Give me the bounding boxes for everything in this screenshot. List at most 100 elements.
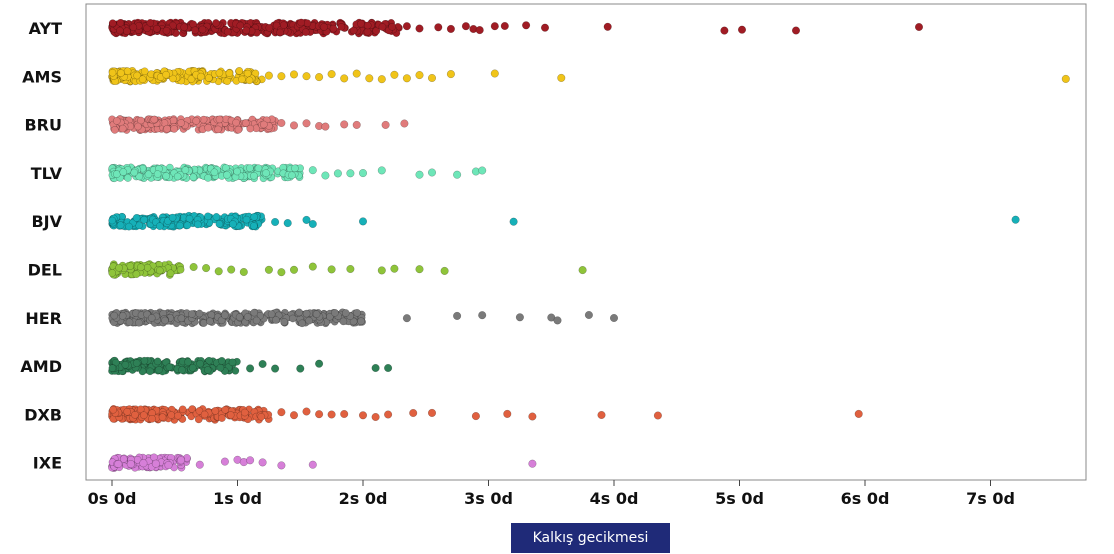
point-amd: [155, 365, 163, 374]
point-tlv: [173, 172, 182, 181]
point-bru: [277, 118, 286, 128]
point-ayt: [475, 26, 484, 35]
point-bjv: [358, 217, 368, 226]
point-tlv: [415, 170, 424, 179]
point-her: [326, 312, 334, 321]
y-tick-label-dxb: DXB: [24, 405, 62, 424]
point-bru: [302, 119, 311, 128]
point-ams: [1061, 74, 1070, 83]
point-ams: [340, 74, 349, 83]
point-ams: [327, 70, 336, 79]
point-her: [280, 318, 289, 326]
point-ixe: [164, 461, 173, 470]
point-dxb: [211, 407, 220, 415]
point-dxb: [195, 407, 204, 415]
point-her: [515, 313, 524, 322]
point-dxb: [221, 405, 230, 414]
point-tlv: [153, 170, 162, 178]
point-dxb: [854, 409, 863, 418]
point-ayt: [223, 27, 232, 36]
point-bru: [241, 119, 250, 127]
point-ayt: [122, 27, 131, 36]
point-ams: [162, 70, 170, 79]
point-ayt: [116, 26, 124, 35]
point-del: [440, 266, 449, 275]
point-her: [312, 310, 321, 318]
point-ams: [235, 67, 244, 75]
point-bjv: [155, 222, 164, 231]
point-ayt: [415, 24, 424, 33]
point-amd: [205, 356, 213, 365]
point-ayt: [116, 18, 125, 27]
y-tick-labels: AYT AMS BRU TLV BJV DEL HER AMD DXB IXE: [20, 19, 62, 473]
point-ixe: [528, 459, 537, 468]
point-ayt: [168, 21, 177, 30]
point-tlv: [210, 168, 219, 177]
point-tlv: [254, 164, 263, 173]
point-del: [390, 264, 399, 273]
point-ayt: [212, 19, 220, 27]
point-amd: [315, 359, 324, 368]
point-tlv: [427, 168, 437, 177]
point-ams: [140, 67, 149, 76]
point-bru: [400, 119, 409, 128]
point-del: [239, 267, 248, 277]
point-bjv: [185, 214, 194, 223]
point-her: [118, 312, 127, 320]
point-ayt: [301, 28, 310, 37]
point-bru: [246, 124, 255, 133]
point-amd: [217, 356, 226, 365]
point-ayt: [236, 21, 245, 30]
point-ixe: [220, 457, 229, 466]
point-bjv: [132, 214, 141, 222]
point-ayt: [162, 26, 171, 35]
point-ayt: [363, 21, 372, 30]
point-del: [277, 268, 286, 277]
point-amd: [165, 363, 174, 371]
point-tlv: [358, 169, 368, 178]
point-tlv: [453, 170, 462, 179]
point-dxb: [158, 413, 167, 422]
point-dxb: [471, 412, 480, 421]
point-ayt: [265, 23, 274, 32]
y-tick-label-ixe: IXE: [33, 454, 62, 473]
point-del: [137, 263, 145, 272]
point-bru: [118, 124, 127, 133]
point-her: [267, 310, 276, 318]
point-bru: [214, 125, 222, 134]
point-del: [346, 264, 355, 274]
point-bru: [134, 122, 142, 131]
plot-area-frame: [85, 3, 1087, 481]
point-her: [252, 316, 261, 325]
point-tlv: [144, 170, 153, 179]
x-tick-label: 3s 0d: [464, 489, 513, 508]
x-tick-label: 4s 0d: [590, 489, 639, 508]
point-amd: [188, 363, 197, 372]
point-ayt: [461, 22, 470, 31]
x-tick-label: 7s 0d: [966, 489, 1015, 508]
point-bru: [137, 116, 145, 125]
point-del: [578, 266, 587, 275]
point-bjv: [204, 212, 212, 221]
point-bjv: [249, 222, 258, 230]
point-bjv: [108, 216, 117, 225]
point-her: [302, 309, 311, 318]
point-ams: [238, 75, 246, 84]
point-ams: [117, 69, 125, 77]
point-ixe: [195, 460, 204, 469]
point-ams: [215, 69, 224, 77]
point-ams: [390, 70, 399, 79]
point-ayt: [297, 18, 306, 27]
x-tick-label: 2s 0d: [339, 489, 388, 508]
point-del: [108, 269, 117, 277]
point-amd: [121, 360, 130, 369]
point-ayt: [446, 24, 455, 33]
point-her: [288, 314, 297, 323]
point-bjv: [212, 213, 221, 221]
point-bjv: [283, 219, 292, 228]
point-ayt: [372, 27, 381, 35]
point-ixe: [308, 460, 317, 469]
point-ams: [377, 75, 386, 84]
point-dxb: [167, 411, 176, 419]
point-ayt: [540, 23, 550, 32]
